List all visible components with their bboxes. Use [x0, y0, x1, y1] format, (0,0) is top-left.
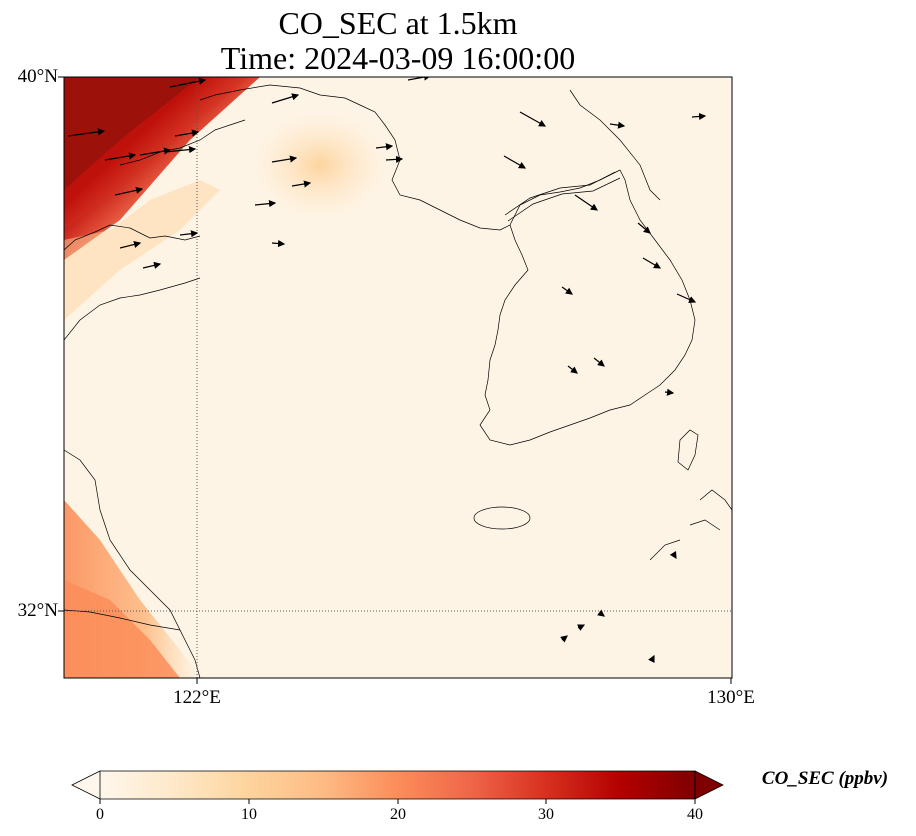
- wind-arrow: [642, 257, 662, 269]
- wind-arrow: [174, 129, 200, 137]
- wind-arrow: [119, 240, 142, 249]
- wind-arrow: [271, 93, 300, 104]
- wind-arrow: [254, 200, 277, 208]
- map-frame: [63, 76, 733, 679]
- wind-arrow: [519, 111, 547, 127]
- wind-arrow: [574, 194, 598, 211]
- wind-arrow: [139, 147, 172, 156]
- wind-arrow: [609, 121, 626, 129]
- wind-arrow: [597, 609, 605, 617]
- wind-arrow: [593, 357, 605, 367]
- lon-tick-label: 122°E: [173, 687, 221, 708]
- wind-arrow: [104, 152, 137, 161]
- lat-tick-label: 32°N: [17, 600, 58, 621]
- colorbar-tick-label: 20: [390, 806, 406, 823]
- wind-arrow: [648, 654, 655, 663]
- colorbar-tick-label: 0: [96, 806, 104, 823]
- map-field: [64, 77, 732, 678]
- wind-arrow: [169, 77, 207, 88]
- wind-arrow: [142, 261, 162, 269]
- gridlines: [64, 77, 732, 678]
- wind-arrow: [271, 239, 286, 248]
- wind-arrow: [385, 155, 404, 163]
- wind-arrow: [67, 128, 106, 137]
- wind-arrow: [271, 155, 298, 163]
- colorbar: [71, 770, 724, 804]
- wind-vectors: [67, 77, 707, 663]
- wind-arrow: [567, 365, 578, 374]
- co-plume-core: [64, 77, 200, 190]
- wind-arrow: [114, 186, 144, 196]
- wind-arrow: [164, 146, 197, 154]
- lon-tick-label: 130°E: [707, 687, 755, 708]
- wind-arrow: [561, 286, 573, 295]
- wind-arrow: [664, 388, 675, 396]
- map-time: Time: 2024-03-09 16:00:00: [220, 40, 576, 76]
- lat-tick-label: 40°N: [17, 66, 58, 87]
- map-title: CO_SEC at 1.5km: [278, 5, 518, 41]
- wind-arrow: [669, 551, 677, 560]
- wind-arrow: [503, 155, 527, 169]
- wind-arrow: [179, 230, 199, 238]
- wind-arrow: [577, 624, 586, 631]
- wind-arrow: [291, 180, 312, 188]
- colorbar-tick-label: 10: [241, 806, 257, 823]
- wind-arrow: [375, 143, 394, 151]
- wind-arrow: [637, 222, 651, 234]
- wind-arrow: [691, 112, 707, 121]
- co-plume-bohai: [250, 110, 390, 220]
- colorbar-tick-label: 40: [687, 806, 703, 823]
- wind-arrow: [560, 635, 568, 643]
- wind-arrow: [407, 77, 432, 81]
- wind-arrow: [676, 293, 697, 303]
- colorbar-tick-label: 30: [538, 806, 554, 823]
- colorbar-label: CO_SEC (ppbv): [761, 768, 889, 789]
